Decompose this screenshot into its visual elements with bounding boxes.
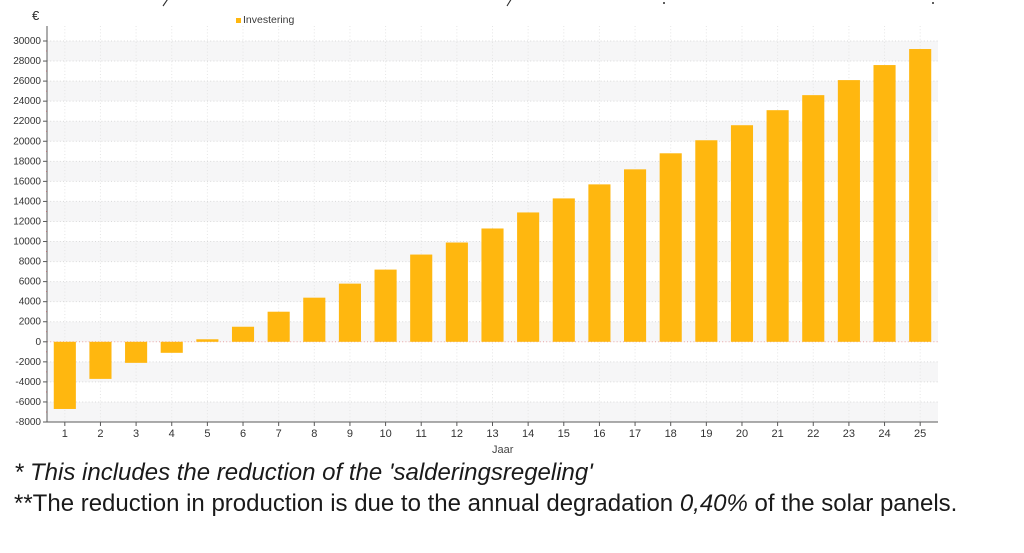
svg-text:12000: 12000 <box>13 216 41 227</box>
svg-text:23: 23 <box>843 428 855 440</box>
svg-text:6000: 6000 <box>19 277 42 288</box>
svg-text:14: 14 <box>522 428 534 440</box>
svg-text:4000: 4000 <box>19 297 42 308</box>
svg-text:16000: 16000 <box>13 176 41 187</box>
svg-text:20000: 20000 <box>13 136 41 147</box>
svg-text:18: 18 <box>665 428 677 440</box>
svg-text:2: 2 <box>97 428 103 440</box>
svg-text:22: 22 <box>807 428 819 440</box>
svg-text:2000: 2000 <box>19 317 42 328</box>
svg-text:8: 8 <box>311 428 317 440</box>
svg-text:28000: 28000 <box>13 56 41 67</box>
svg-text:5: 5 <box>204 428 210 440</box>
svg-text:22000: 22000 <box>13 116 41 127</box>
svg-text:10: 10 <box>379 428 391 440</box>
svg-text:24: 24 <box>878 428 890 440</box>
svg-text:26000: 26000 <box>13 76 41 87</box>
svg-text:-2000: -2000 <box>15 357 41 368</box>
svg-text:1: 1 <box>62 428 68 440</box>
svg-text:-4000: -4000 <box>15 377 41 388</box>
svg-text:20: 20 <box>736 428 748 440</box>
svg-text:-6000: -6000 <box>15 397 41 408</box>
svg-text:4: 4 <box>169 428 175 440</box>
svg-text:10000: 10000 <box>13 237 41 248</box>
svg-text:6: 6 <box>240 428 246 440</box>
svg-text:21: 21 <box>771 428 783 440</box>
svg-text:15: 15 <box>558 428 570 440</box>
svg-text:19: 19 <box>700 428 712 440</box>
svg-text:3: 3 <box>133 428 139 440</box>
svg-text:14000: 14000 <box>13 196 41 207</box>
svg-text:7: 7 <box>276 428 282 440</box>
svg-text:18000: 18000 <box>13 156 41 167</box>
svg-text:12: 12 <box>451 428 463 440</box>
svg-text:30000: 30000 <box>13 36 41 47</box>
svg-text:-8000: -8000 <box>15 417 41 428</box>
svg-text:11: 11 <box>416 428 427 440</box>
svg-text:13: 13 <box>486 428 498 440</box>
svg-text:25: 25 <box>914 428 926 440</box>
svg-text:16: 16 <box>593 428 605 440</box>
svg-text:9: 9 <box>347 428 353 440</box>
svg-text:8000: 8000 <box>19 257 42 268</box>
svg-text:0: 0 <box>35 337 41 348</box>
svg-text:24000: 24000 <box>13 96 41 107</box>
svg-text:17: 17 <box>629 428 641 440</box>
